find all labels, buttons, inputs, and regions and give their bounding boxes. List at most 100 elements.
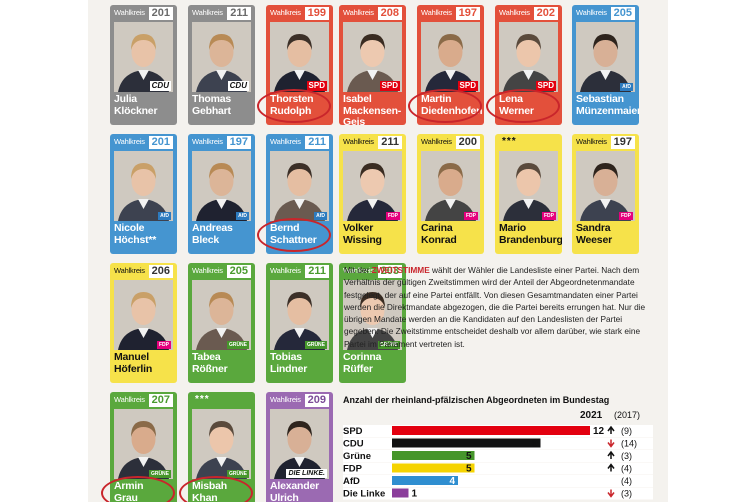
wahlkreis-label: Wahlkreis: [114, 395, 145, 404]
chart-bar: [392, 463, 475, 473]
chart-previous-value: (3): [621, 489, 632, 499]
chart-category-label: Die Linke: [343, 489, 385, 500]
wahlkreis-label: Wahlkreis: [343, 137, 374, 146]
candidate-name-line: Höchst**: [114, 233, 157, 246]
candidate-name: Corinna Rüffer: [343, 351, 405, 375]
party-logo: SPD: [379, 81, 400, 91]
candidate-card: Wahlkreis 205 GRÜNE Tabea Rößner: [188, 263, 255, 383]
candidate-card: Wahlkreis 211 CDU Thomas Gebhart: [188, 5, 255, 125]
candidate-name-line: Ulrich: [270, 491, 299, 502]
chart-value-label: 12: [593, 426, 605, 437]
candidate-photo: FDP: [343, 151, 402, 221]
candidate-name-line: Nicole: [114, 222, 145, 234]
candidate-name: Andreas Bleck: [192, 222, 254, 246]
candidate-photo: FDP: [576, 151, 635, 221]
wahlkreis-number: 201: [148, 136, 173, 149]
chart-value-label: 1: [412, 489, 418, 500]
chart-row-bg: [343, 487, 653, 500]
candidate-photo: FDP: [421, 151, 480, 221]
wahlkreis-label: Wahlkreis: [421, 137, 452, 146]
chart-category-label: AfD: [343, 476, 360, 487]
party-logo: AfD: [236, 212, 249, 220]
candidate-name: Nicole Höchst**: [114, 222, 176, 246]
wahlkreis-number: 202: [533, 7, 558, 20]
candidate-name-line: Gebhart: [192, 104, 231, 117]
wahlkreis-number: 211: [305, 136, 329, 149]
chart-previous-value: (9): [621, 426, 632, 436]
wahlkreis-number: 209: [304, 394, 329, 407]
chart-row-bg: [343, 462, 653, 475]
candidate-photo: FDP: [499, 151, 558, 221]
zweitstimme-keyword: ZWEITSTIMME: [371, 265, 430, 275]
candidate-card: Wahlkreis 197 FDP Sandra Weeser: [572, 134, 639, 254]
candidate-photo: SPD: [421, 22, 480, 92]
candidate-name: Tabea Rößner: [192, 351, 254, 375]
wahlkreis-number: 211: [378, 136, 402, 149]
chart-category-label: FDP: [343, 464, 363, 475]
wahlkreis-label: Wahlkreis: [270, 266, 301, 275]
wahlkreis-number: 203: [377, 265, 402, 278]
candidate-name-line: Isabel: [343, 93, 372, 105]
wahlkreis-label: Wahlkreis: [576, 8, 607, 17]
wahlkreis-label: Wahlkreis: [270, 8, 301, 17]
candidate-name: Alexander Ulrich: [270, 480, 332, 502]
candidate-name-line: Mario: [499, 222, 527, 234]
wahlkreis-number: ***: [195, 394, 210, 405]
party-logo: GRÜNE: [226, 470, 249, 478]
candidate-photo: GRÜNE: [343, 280, 402, 350]
trend-up-icon: [607, 450, 615, 459]
wahlkreis-label: Wahlkreis: [114, 137, 145, 146]
candidate-name-line: Tabea: [192, 351, 221, 363]
explanation-text-body: wählt der Wähler die Landesliste einer P…: [344, 265, 646, 349]
wahlkreis-label: Wahlkreis: [192, 137, 223, 146]
candidate-photo: DIE LINKE.: [270, 409, 329, 479]
wahlkreis-number: 208: [377, 7, 402, 20]
party-logo: AfD: [158, 212, 171, 220]
candidate-photo: GRÜNE: [192, 280, 251, 350]
candidate-name: Mario Brandenburg: [499, 222, 562, 246]
candidate-photo: SPD: [270, 22, 329, 92]
candidate-name-line: Konrad: [421, 233, 457, 246]
party-logo: GRÜNE: [226, 341, 249, 349]
wahlkreis-number: 211: [305, 265, 329, 278]
wahlkreis-number: 201: [148, 7, 173, 20]
candidate-name: Isabel Mackensen- Geis: [343, 93, 405, 125]
trend-down-icon: [607, 489, 615, 498]
chart-category-label: CDU: [343, 439, 364, 450]
marker-circle: [257, 89, 331, 123]
wahlkreis-number: 197: [610, 136, 635, 149]
chart-category-label: SPD: [343, 426, 363, 437]
wahlkreis-number: ***: [502, 136, 517, 147]
party-logo: FDP: [386, 212, 400, 220]
candidate-name: Volker Wissing: [343, 222, 405, 246]
candidate-name-line: Alexander: [270, 480, 319, 492]
wahlkreis-label: Wahlkreis: [576, 137, 607, 146]
wahlkreis-label: Wahlkreis: [114, 266, 145, 275]
candidate-name-line: Klöckner: [114, 104, 158, 117]
wahlkreis-number: 206: [148, 265, 173, 278]
chart-bar: [392, 438, 541, 448]
candidate-name-line: Thomas: [192, 93, 232, 105]
marker-circle: [101, 476, 175, 502]
wahlkreis-number: 197: [226, 136, 251, 149]
candidate-card: Wahlkreis 200 FDP Carina Konrad: [417, 134, 484, 254]
party-logo: CDU: [227, 81, 249, 91]
candidate-name-line: Höferlin: [114, 362, 153, 375]
wahlkreis-label: Wahlkreis: [192, 8, 223, 17]
candidate-name-line: Julia: [114, 93, 137, 105]
wahlkreis-label: Wahlkreis: [270, 395, 301, 404]
chart-value-label: 5: [466, 464, 472, 475]
party-logo: AfD: [314, 212, 327, 220]
party-logo: GRÜNE: [148, 470, 171, 478]
chart-bar: [392, 488, 409, 498]
candidate-name: Manuel Höferlin: [114, 351, 176, 375]
wahlkreis-label: Wahlkreis: [343, 266, 374, 275]
party-logo: SPD: [457, 81, 478, 91]
party-logo: FDP: [157, 341, 171, 349]
candidate-name-line: Brandenburg: [499, 233, 562, 246]
candidate-name: Julia Klöckner: [114, 93, 176, 117]
marker-circle: [257, 218, 331, 252]
candidate-name-line: Manuel: [114, 351, 149, 363]
zweitstimme-explanation: Mit der ZWEITSTIMME wählt der Wähler die…: [344, 264, 654, 350]
